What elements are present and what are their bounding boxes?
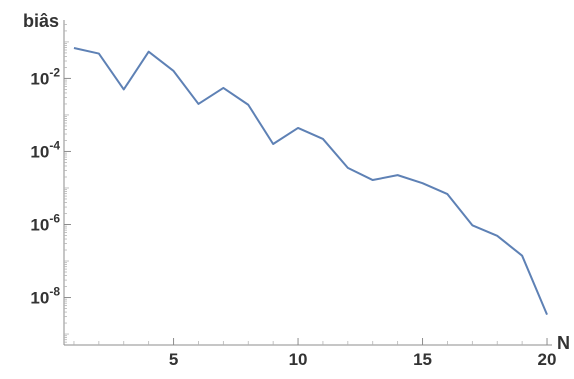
- x-axis-title: N: [557, 333, 570, 353]
- tick-labels: 5 10 15 20 10-2 10-4 10-6 10-8: [30, 65, 556, 369]
- x-tick-label: 15: [413, 350, 432, 369]
- x-tick-label: 10: [289, 350, 308, 369]
- y-tick-label: 10-4: [30, 138, 60, 161]
- ticks: [64, 24, 548, 345]
- y-tick-label: 10-2: [30, 65, 60, 88]
- series-line: [73, 47, 548, 316]
- y-axis-title: biâs: [23, 11, 59, 31]
- axes: [63, 20, 552, 346]
- y-tick-label: 10-8: [30, 285, 60, 308]
- x-tick-label: 5: [169, 350, 178, 369]
- y-tick-label: 10-6: [30, 211, 60, 234]
- x-tick-label: 20: [538, 350, 557, 369]
